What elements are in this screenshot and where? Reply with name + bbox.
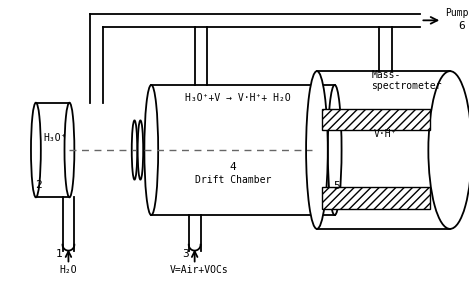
Text: H₂O: H₂O xyxy=(60,265,77,275)
Text: 6: 6 xyxy=(458,21,465,31)
Text: 3: 3 xyxy=(182,249,189,259)
Bar xyxy=(322,109,430,130)
Text: spectrometer: spectrometer xyxy=(371,81,442,91)
Ellipse shape xyxy=(328,85,342,215)
Ellipse shape xyxy=(145,85,158,215)
Text: 4: 4 xyxy=(230,162,237,172)
Text: V=Air+VOCs: V=Air+VOCs xyxy=(170,265,229,275)
Bar xyxy=(322,188,430,209)
Ellipse shape xyxy=(64,103,74,197)
Ellipse shape xyxy=(132,120,137,180)
Text: H₃O⁺+V → V·H⁺+ H₂O: H₃O⁺+V → V·H⁺+ H₂O xyxy=(185,93,291,103)
Text: H₃O⁺: H₃O⁺ xyxy=(43,133,66,143)
Text: Pump: Pump xyxy=(445,8,469,18)
Text: 1: 1 xyxy=(56,249,63,259)
Text: 2: 2 xyxy=(36,179,42,190)
Text: Drift Chamber: Drift Chamber xyxy=(195,175,271,185)
Text: 5: 5 xyxy=(333,182,340,191)
Ellipse shape xyxy=(428,71,472,229)
Ellipse shape xyxy=(306,71,328,229)
Text: V·H⁺: V·H⁺ xyxy=(374,129,398,139)
Ellipse shape xyxy=(31,103,41,197)
Ellipse shape xyxy=(137,120,143,180)
Text: Mass-: Mass- xyxy=(371,70,401,80)
